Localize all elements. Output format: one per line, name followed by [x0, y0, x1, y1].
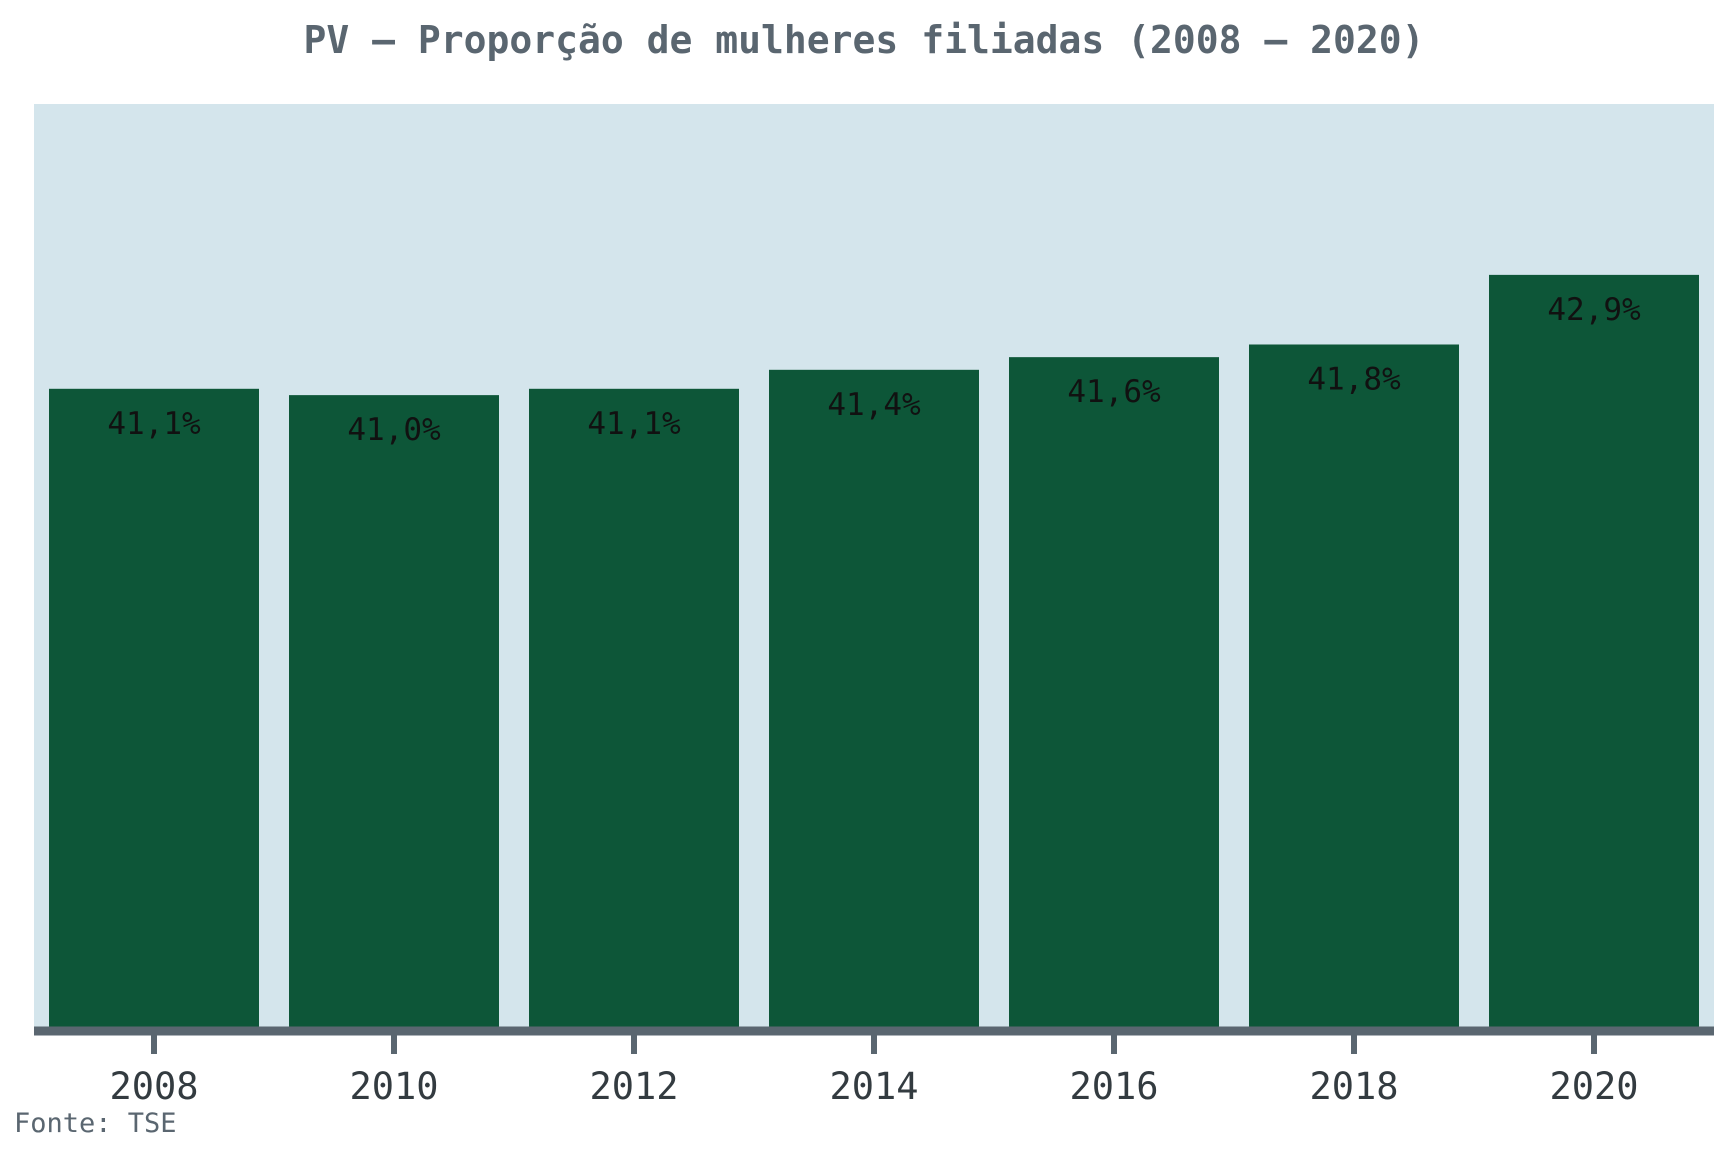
bar-2014: [769, 369, 979, 1028]
x-tick-label-2012: 2012: [589, 1065, 678, 1108]
bar-2010: [289, 395, 499, 1028]
bar-2016: [1009, 357, 1219, 1028]
bars: [49, 274, 1699, 1028]
data-label-2008: 41,1%: [107, 406, 201, 442]
x-tick-label-2020: 2020: [1549, 1065, 1638, 1108]
data-label-2016: 41,6%: [1067, 374, 1161, 410]
source-note: Fonte: TSE: [14, 1108, 177, 1139]
bar-2008: [49, 388, 259, 1028]
x-tick-label-2018: 2018: [1309, 1065, 1398, 1108]
bar-2012: [529, 388, 739, 1028]
data-label-2012: 41,1%: [587, 406, 681, 442]
data-label-2014: 41,4%: [827, 387, 921, 423]
x-tick-label-2016: 2016: [1069, 1065, 1158, 1108]
data-label-2010: 41,0%: [347, 412, 441, 448]
x-axis-ticks: 2008 2010 2012 2014 2016 2018 2020: [109, 1028, 1639, 1108]
chart-title: PV – Proporção de mulheres filiadas (200…: [303, 18, 1425, 62]
x-tick-label-2010: 2010: [349, 1065, 438, 1108]
bar-2018: [1249, 344, 1459, 1028]
data-labels: 41,1% 41,0% 41,1% 41,4% 41,6% 41,8% 42,9%: [107, 292, 1641, 448]
x-tick-label-2008: 2008: [109, 1065, 198, 1108]
x-tick-label-2014: 2014: [829, 1065, 918, 1108]
data-label-2020: 42,9%: [1547, 292, 1641, 328]
data-label-2018: 41,8%: [1307, 361, 1401, 397]
bar-2020: [1489, 274, 1699, 1028]
